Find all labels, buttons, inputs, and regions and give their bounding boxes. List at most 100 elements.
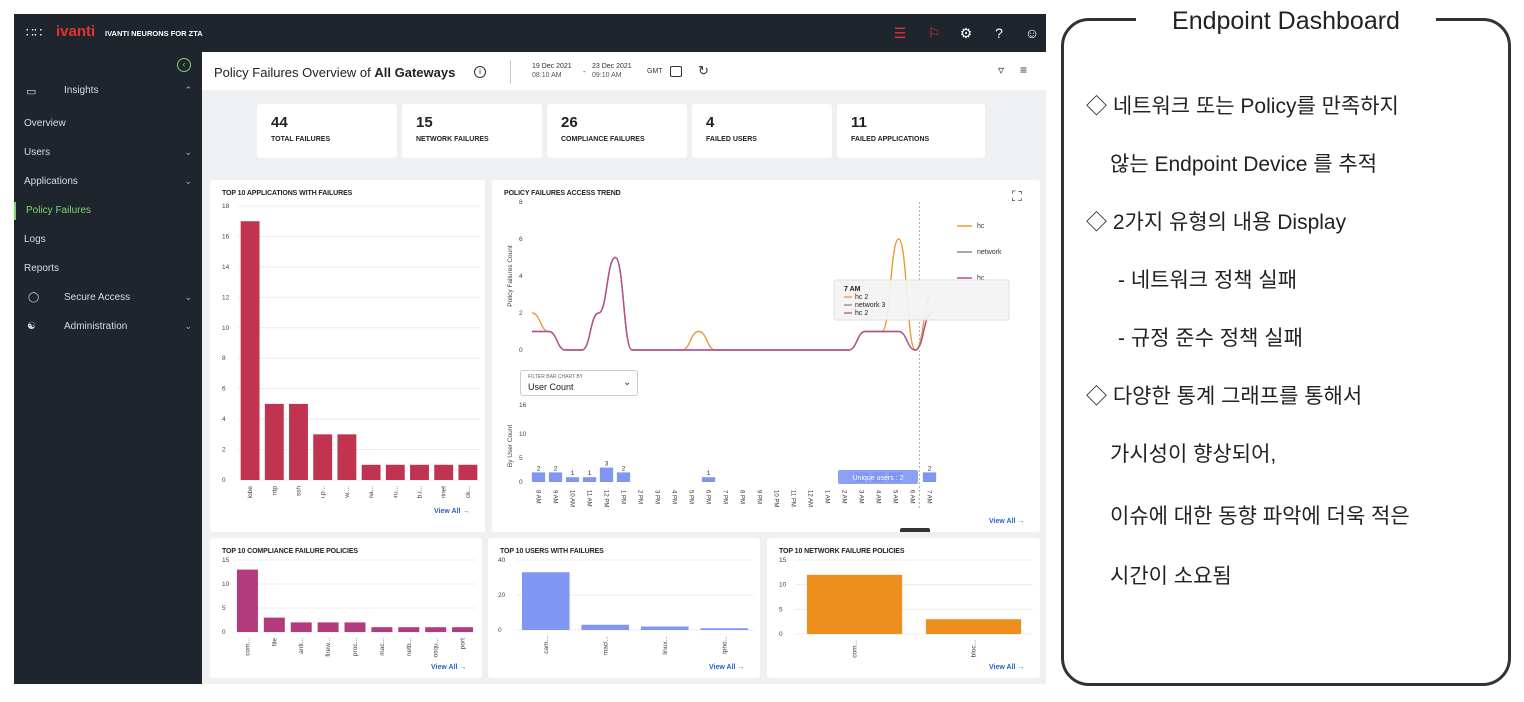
time-end[interactable]: 09:10 AM: [592, 72, 622, 79]
page-title: Policy Failures Overview of All Gateways: [214, 65, 456, 80]
tooltip-row: network 3: [855, 302, 885, 309]
y-tick-label: 4: [222, 416, 226, 423]
info-icon[interactable]: i: [474, 66, 486, 78]
sidebar-item-insights[interactable]: ▭ Insights ⌃: [14, 82, 202, 100]
filter-icon[interactable]: ▿: [998, 63, 1005, 77]
bar: [548, 472, 563, 482]
chart-title: TOP 10 APPLICATIONS WITH FAILURES: [222, 190, 353, 197]
refresh-icon[interactable]: ↻: [698, 63, 709, 78]
date-end[interactable]: 23 Dec 2021: [592, 63, 632, 70]
y-tick-label: 0: [779, 631, 783, 638]
grid-icon[interactable]: ∷∷: [25, 25, 43, 40]
filter-bar-chart-select[interactable]: FILTER BAR CHART BY User Count ⌄: [520, 370, 638, 396]
view-all-link[interactable]: View All →: [434, 508, 470, 515]
expand-icon[interactable]: ⛶: [1012, 188, 1022, 204]
bar: [264, 403, 284, 480]
x-tick-label: 7 PM: [722, 490, 728, 504]
y-tick-label: 0: [498, 627, 502, 634]
bar: [344, 622, 366, 632]
time-start[interactable]: 08:10 AM: [532, 72, 562, 79]
network-policies-chart: 0 5 10 15 com... bloc...: [779, 557, 1033, 658]
x-tick-label: linux...: [662, 636, 669, 655]
x-tick-label: ipho...: [721, 636, 728, 654]
legend-label: hc: [977, 223, 985, 230]
bar: [531, 472, 546, 482]
date-start[interactable]: 19 Dec 2021: [532, 63, 572, 70]
x-tick-label: ama...: [368, 486, 375, 498]
x-tick-label: 10 AM: [569, 490, 575, 507]
bar: [290, 622, 312, 632]
sidebar-item-label: Reports: [24, 263, 60, 274]
panel-line: 가시성이 향상되어,: [1110, 443, 1277, 466]
sidebar-item-logs[interactable]: Logs: [14, 234, 202, 248]
x-tick-label: 5 PM: [688, 490, 694, 504]
x-tick-label: kb.p...: [320, 486, 327, 498]
user-icon[interactable]: ☺: [1024, 25, 1040, 41]
series-line: [532, 256, 933, 351]
sidebar-item-secure-access[interactable]: ◯ Secure Access ⌄: [14, 292, 202, 306]
card-access-trend: POLICY FAILURES ACCESS TREND ⛶ Policy Fa…: [492, 180, 1040, 532]
sidebar-item-policy-failures[interactable]: Policy Failures: [14, 202, 202, 220]
kpi-value: 11: [851, 114, 867, 131]
x-tick-label: netb...: [406, 638, 413, 656]
view-all-link[interactable]: View All →: [709, 664, 745, 671]
chevron-left-circle-icon[interactable]: ‹: [177, 58, 191, 72]
kpi-failed-applications: 11 FAILED APPLICATIONS: [837, 104, 985, 158]
bar: [701, 477, 716, 482]
main-content: Policy Failures Overview of All Gateways…: [202, 52, 1046, 684]
bar: [616, 472, 631, 482]
y-tick-label: 5: [222, 605, 226, 612]
divider: [510, 60, 511, 84]
y-tick-label: 10: [519, 431, 527, 438]
top-bar: ∷∷ ivanti IVANTI NEURONS FOR ZTA ☰ ⚐ ⚙ ?…: [14, 14, 1046, 52]
sidebar-item-overview[interactable]: Overview: [14, 118, 202, 132]
x-tick-label: 12 AM: [807, 490, 813, 507]
gear-icon[interactable]: ⚙: [959, 24, 973, 41]
kpi-compliance-failures: 26 COMPLIANCE FAILURES: [547, 104, 687, 158]
view-all-link[interactable]: View All →: [989, 664, 1025, 671]
sidebar-item-label: Logs: [24, 234, 46, 245]
view-all-link[interactable]: View All →: [989, 518, 1025, 525]
bar: [565, 477, 580, 482]
sidebar-item-label: Overview: [24, 118, 66, 129]
bar-value-label: 2: [928, 465, 932, 472]
bar: [581, 624, 630, 630]
y-tick-label: 8: [519, 199, 523, 206]
x-tick-label: 3 PM: [654, 490, 660, 504]
x-tick-label: cam...: [543, 636, 550, 654]
chevron-down-icon: ⌄: [184, 292, 192, 302]
bar-value-label: 1: [571, 470, 575, 477]
sidebar-item-users[interactable]: Users ⌄: [14, 147, 202, 161]
view-all-link[interactable]: View All →: [431, 664, 467, 671]
y-tick-label: 20: [498, 592, 506, 599]
chart-title: POLICY FAILURES ACCESS TREND: [504, 190, 621, 197]
network-alert-icon[interactable]: ☰: [893, 24, 907, 41]
bell-icon[interactable]: ⚐: [927, 24, 941, 41]
sidebar-item-administration[interactable]: ☯ Administration ⌄: [14, 321, 202, 335]
x-tick-label: 6 AM: [909, 490, 915, 504]
x-tick-label: com...: [852, 640, 859, 658]
sidebar-item-label: Users: [24, 147, 51, 158]
trend-chart: Policy Failures Count 0 2 4 6 8 hc network hc 7 A…: [507, 199, 1010, 532]
bar: [599, 467, 614, 482]
bar: [521, 572, 570, 630]
sort-icon[interactable]: ≡: [1020, 63, 1028, 77]
x-tick-label: 9 PM: [756, 490, 762, 504]
y-tick-label: 18: [222, 203, 230, 210]
x-tick-label: 4 PM: [671, 490, 677, 504]
sidebar-item-reports[interactable]: Reports: [14, 263, 202, 277]
compliance-chart: 0 5 10 15 com... file anti... firew... proc... ma…: [222, 557, 476, 658]
sidebar-item-applications[interactable]: Applications ⌄: [14, 176, 202, 190]
kpi-value: 4: [706, 114, 715, 131]
chevron-down-icon: ⌄: [184, 176, 192, 186]
sidebar-item-label: Policy Failures: [26, 205, 92, 216]
bar: [700, 628, 749, 630]
bar: [410, 464, 429, 480]
calendar-icon[interactable]: [670, 66, 682, 77]
x-tick-label: kb.i...: [417, 486, 424, 498]
help-icon[interactable]: ?: [995, 25, 1003, 41]
x-tick-label: mac...: [379, 638, 386, 656]
x-tick-label: firew...: [325, 638, 332, 657]
y-tick-label: 10: [222, 581, 230, 588]
y-tick-label: 40: [498, 557, 506, 564]
